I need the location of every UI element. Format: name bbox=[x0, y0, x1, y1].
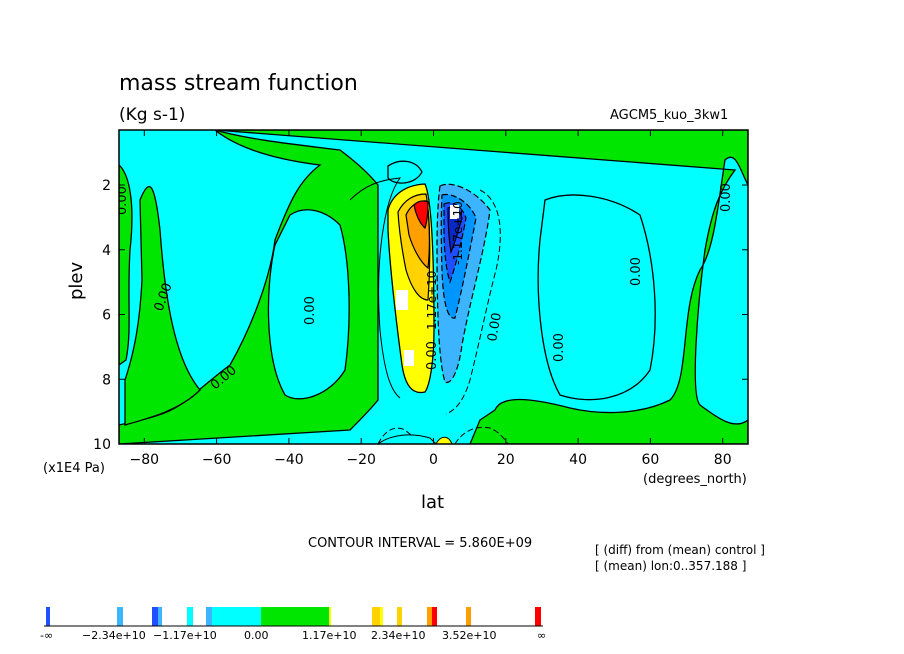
zero-region-band bbox=[124, 186, 201, 426]
colorbar-swatch bbox=[432, 607, 437, 626]
y-tick-label: 4 bbox=[102, 243, 111, 259]
negative-cell-gap bbox=[450, 205, 459, 219]
colorbar-swatch bbox=[535, 607, 541, 626]
x-tick-label: 80 bbox=[714, 452, 732, 468]
colorbar-swatch bbox=[372, 607, 380, 626]
colorbar-swatch bbox=[187, 607, 193, 626]
x-unit-label: (degrees_north) bbox=[643, 472, 747, 487]
colorbar-swatch bbox=[261, 607, 329, 626]
x-axis-title: lat bbox=[421, 492, 444, 513]
contour-label: 0.00 bbox=[719, 183, 734, 212]
x-tick-label: −20 bbox=[346, 452, 376, 468]
colorbar-swatch bbox=[427, 607, 432, 626]
run-label: AGCM5_kuo_3kw1 bbox=[610, 108, 728, 123]
note-line-2: [ (mean) lon:0..357.188 ] bbox=[595, 559, 746, 573]
colorbar-label: 0.00 bbox=[244, 629, 269, 642]
colorbar-swatch bbox=[152, 607, 158, 626]
colorbar-label: 1.17e+10 bbox=[302, 629, 356, 642]
contour-label: 0.00 bbox=[552, 333, 567, 362]
colorbar-label: 3.52e+10 bbox=[442, 629, 496, 642]
y-tick-label: 10 bbox=[93, 437, 111, 453]
y-tick-label: 8 bbox=[102, 372, 111, 388]
x-tick-label: −40 bbox=[274, 452, 304, 468]
colorbar-swatch bbox=[380, 607, 383, 626]
colorbar-swatch bbox=[158, 607, 162, 626]
chart-units: (Kg s-1) bbox=[119, 105, 185, 125]
colorbar: -∞ −2.34e+10 −1.17e+10 0.00 1.17e+10 2.3… bbox=[40, 607, 546, 642]
contour-label: 0.00 bbox=[303, 296, 318, 325]
negative-island-1 bbox=[267, 209, 350, 400]
colorbar-swatch bbox=[206, 607, 212, 626]
contour-line-2 bbox=[445, 189, 501, 415]
y-tick-label: 6 bbox=[102, 308, 111, 324]
positive-cell-gap-2 bbox=[404, 350, 414, 366]
x-tick-label: 40 bbox=[569, 452, 587, 468]
y-tick-label: 2 bbox=[102, 178, 111, 194]
positive-cell-gap-1 bbox=[396, 290, 408, 310]
negative-island-3 bbox=[387, 160, 423, 184]
contour-line-1 bbox=[349, 177, 402, 399]
x-axis: −80 −60 −40 −20 0 20 40 60 80 bbox=[130, 130, 732, 468]
contour-label: 0.00 bbox=[425, 341, 440, 370]
colorbar-swatch bbox=[212, 607, 261, 626]
contour-label: 0.00 bbox=[629, 257, 644, 286]
colorbar-label: −2.34e+10 bbox=[82, 629, 146, 642]
contour-label: 0.00 bbox=[115, 186, 130, 215]
zero-region-north bbox=[214, 130, 748, 444]
surface-cyan bbox=[377, 434, 437, 444]
colorbar-label: ∞ bbox=[537, 629, 546, 642]
x-tick-label: 20 bbox=[497, 452, 515, 468]
contour-field: 0.00 0.00 0.00 0.00 0.00 0.00 0.00 0.00 … bbox=[115, 130, 748, 444]
contour-interval-text: CONTOUR INTERVAL = 5.860E+09 bbox=[308, 536, 532, 551]
chart-title: mass stream function bbox=[119, 71, 358, 96]
x-tick-label: −80 bbox=[130, 452, 160, 468]
x-tick-label: −60 bbox=[202, 452, 232, 468]
colorbar-swatch bbox=[46, 607, 50, 626]
colorbar-swatch bbox=[466, 607, 471, 626]
colorbar-label: 2.34e+10 bbox=[371, 629, 425, 642]
colorbar-swatch bbox=[329, 607, 331, 626]
contour-label: 0.00 bbox=[485, 312, 505, 343]
x-tick-label: 0 bbox=[429, 452, 438, 468]
colorbar-swatch bbox=[117, 607, 123, 626]
positive-cell-core bbox=[413, 200, 429, 230]
note-line-1: [ (diff) from (mean) control ] bbox=[595, 543, 765, 557]
colorbar-label: -∞ bbox=[40, 629, 53, 642]
y-unit-label: (x1E4 Pa) bbox=[43, 461, 105, 476]
y-axis-title: plev bbox=[66, 261, 87, 300]
colorbar-label: −1.17e+10 bbox=[153, 629, 217, 642]
y-axis: 2 4 6 8 10 bbox=[93, 178, 748, 453]
contour-label: -1.17e+10 bbox=[451, 201, 465, 265]
colorbar-swatch bbox=[397, 607, 402, 626]
negative-island-2 bbox=[537, 194, 656, 401]
contour-label: 1.17e+10 bbox=[425, 271, 439, 330]
x-tick-label: 60 bbox=[641, 452, 659, 468]
